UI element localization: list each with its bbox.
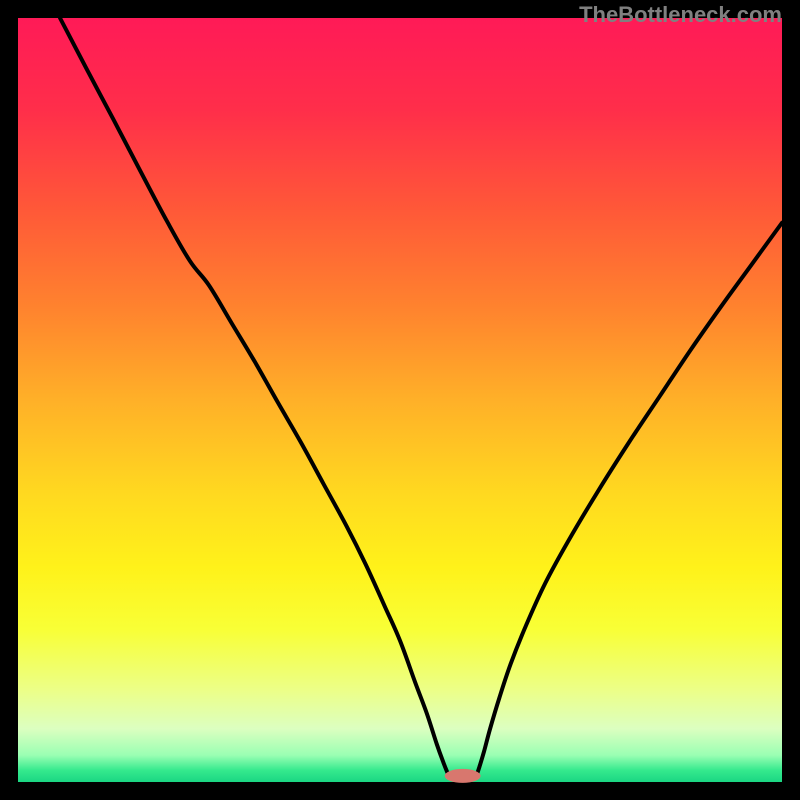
chart-frame: TheBottleneck.com [0, 0, 800, 800]
valley-marker [445, 769, 481, 783]
curve-left [60, 18, 448, 774]
curve-right [476, 223, 782, 776]
watermark-text: TheBottleneck.com [579, 2, 782, 28]
bottleneck-curve [0, 0, 800, 800]
